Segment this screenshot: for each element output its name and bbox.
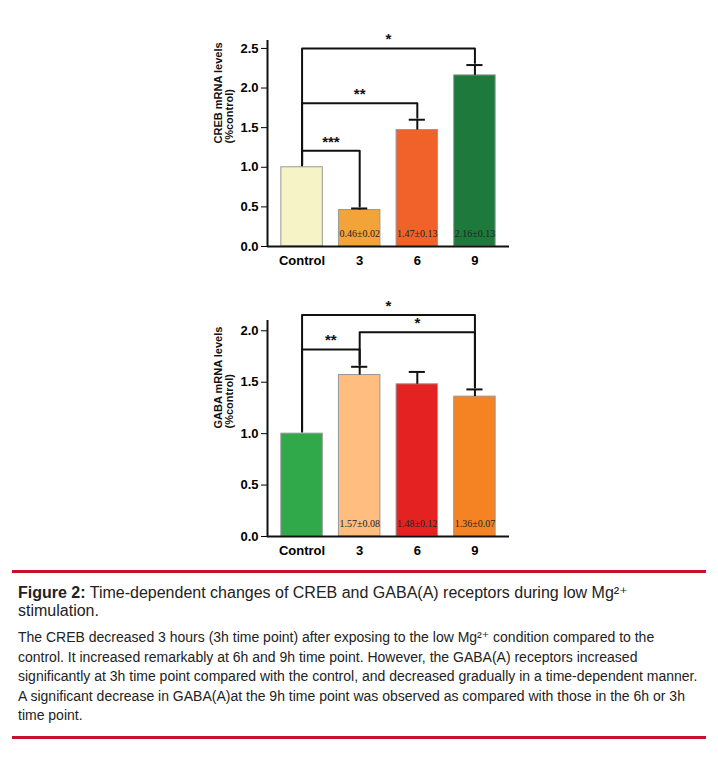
svg-text:1.36±0.07: 1.36±0.07 [455,518,496,529]
svg-text:6: 6 [414,253,421,268]
svg-text:1.5: 1.5 [240,120,258,135]
svg-text:9: 9 [471,543,478,558]
svg-text:2.5: 2.5 [240,41,258,56]
svg-text:1.0: 1.0 [240,159,258,174]
svg-text:*: * [414,314,420,331]
svg-text:CREB mRNA levels(%control): CREB mRNA levels(%control) [212,42,235,143]
svg-text:1.47±0.13: 1.47±0.13 [397,228,438,239]
svg-text:1.48±0.12: 1.48±0.12 [397,518,438,529]
svg-text:0.5: 0.5 [240,477,258,492]
svg-text:9: 9 [471,253,478,268]
svg-text:0.5: 0.5 [240,199,258,214]
svg-text:6: 6 [414,543,421,558]
svg-text:0.0: 0.0 [240,239,258,254]
svg-text:1.57±0.08: 1.57±0.08 [339,518,380,529]
svg-text:***: *** [322,133,340,150]
svg-text:2.0: 2.0 [240,80,258,95]
svg-text:1.0: 1.0 [240,426,258,441]
svg-text:3: 3 [356,543,363,558]
svg-text:1.5: 1.5 [240,374,258,389]
svg-text:2.0: 2.0 [240,323,258,338]
svg-text:*: * [386,297,392,314]
svg-text:**: ** [354,85,366,102]
html-text:The CREB decreased 3 hours (3h: The CREB decreased 3 hours (3h time poin… [18,629,698,724]
html-text:Figure 2: Time-dependent chang: Figure 2: Time-dependent changes of CREB… [18,584,628,619]
svg-text:GABA mRNA levels(%control): GABA mRNA levels(%control) [212,327,235,429]
svg-text:0.0: 0.0 [240,529,258,544]
svg-text:Control: Control [279,543,325,558]
svg-text:2.16±0.13: 2.16±0.13 [455,228,496,239]
svg-text:0.46±0.02: 0.46±0.02 [339,228,380,239]
svg-text:3: 3 [356,253,363,268]
svg-text:Control: Control [279,253,325,268]
svg-text:*: * [386,30,392,47]
svg-text:**: ** [325,331,337,348]
